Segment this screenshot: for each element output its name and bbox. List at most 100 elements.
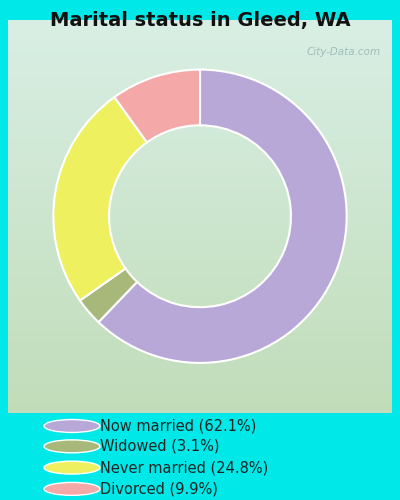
Bar	[8, 386, 392, 390]
Bar	[8, 223, 392, 226]
Bar	[8, 373, 392, 376]
Bar	[8, 216, 392, 220]
Bar	[8, 190, 392, 194]
Circle shape	[44, 440, 100, 453]
Bar	[8, 344, 392, 347]
Wedge shape	[53, 97, 147, 300]
Bar	[8, 88, 392, 92]
Bar	[8, 79, 392, 82]
Bar	[8, 194, 392, 196]
Bar	[8, 285, 392, 288]
Wedge shape	[98, 70, 347, 363]
Bar	[8, 118, 392, 122]
Bar	[8, 236, 392, 239]
Bar	[8, 370, 392, 373]
Bar	[8, 95, 392, 98]
Bar	[8, 400, 392, 402]
Bar	[8, 242, 392, 246]
Bar	[8, 184, 392, 187]
Bar	[8, 98, 392, 102]
Bar	[8, 128, 392, 131]
Bar	[8, 347, 392, 350]
Bar	[8, 256, 392, 259]
Bar	[8, 52, 392, 56]
Bar	[8, 151, 392, 154]
Bar	[8, 69, 392, 72]
Bar	[8, 203, 392, 206]
Bar	[8, 167, 392, 170]
Bar	[8, 232, 392, 236]
Bar	[8, 262, 392, 266]
Bar	[8, 396, 392, 400]
Bar	[8, 230, 392, 232]
Bar	[8, 158, 392, 160]
Bar	[8, 56, 392, 59]
Text: Widowed (3.1%): Widowed (3.1%)	[100, 439, 220, 454]
Circle shape	[44, 482, 100, 496]
Bar	[8, 30, 392, 33]
Bar	[8, 324, 392, 328]
Bar	[8, 187, 392, 190]
Text: Marital status in Gleed, WA: Marital status in Gleed, WA	[50, 11, 350, 30]
Bar	[8, 144, 392, 148]
Bar	[8, 36, 392, 40]
Bar	[8, 92, 392, 95]
Bar	[8, 82, 392, 86]
Bar	[8, 393, 392, 396]
Bar	[8, 210, 392, 213]
Text: Divorced (9.9%): Divorced (9.9%)	[100, 482, 218, 496]
Bar	[8, 105, 392, 108]
Bar	[8, 141, 392, 144]
Bar	[8, 26, 392, 30]
Bar	[8, 200, 392, 203]
Bar	[8, 308, 392, 311]
Bar	[8, 302, 392, 304]
Bar	[8, 112, 392, 115]
Bar	[8, 338, 392, 340]
Bar	[8, 314, 392, 318]
Bar	[8, 108, 392, 112]
Bar	[8, 43, 392, 46]
Bar	[8, 50, 392, 52]
Bar	[8, 60, 392, 62]
Bar	[8, 311, 392, 314]
Bar	[8, 115, 392, 118]
Bar	[8, 390, 392, 393]
Bar	[8, 409, 392, 412]
Bar	[8, 102, 392, 105]
Text: Now married (62.1%): Now married (62.1%)	[100, 418, 256, 434]
Bar	[8, 282, 392, 285]
Bar	[8, 259, 392, 262]
Bar	[8, 86, 392, 88]
Text: City-Data.com: City-Data.com	[306, 48, 380, 58]
Bar	[8, 33, 392, 36]
Bar	[8, 340, 392, 344]
Bar	[8, 177, 392, 180]
Bar	[8, 318, 392, 321]
Bar	[8, 131, 392, 134]
Bar	[8, 206, 392, 210]
Bar	[8, 134, 392, 138]
Bar	[8, 220, 392, 223]
Text: Never married (24.8%): Never married (24.8%)	[100, 460, 268, 475]
Bar	[8, 406, 392, 409]
Bar	[8, 304, 392, 308]
Bar	[8, 124, 392, 128]
Wedge shape	[80, 268, 137, 322]
Bar	[8, 239, 392, 242]
Bar	[8, 298, 392, 302]
Bar	[8, 380, 392, 383]
Bar	[8, 213, 392, 216]
Bar	[8, 72, 392, 76]
Bar	[8, 278, 392, 281]
Bar	[8, 226, 392, 230]
Bar	[8, 160, 392, 164]
Bar	[8, 268, 392, 272]
Bar	[8, 174, 392, 177]
Bar	[8, 360, 392, 364]
Bar	[8, 46, 392, 50]
Bar	[8, 366, 392, 370]
Bar	[8, 376, 392, 380]
Bar	[8, 40, 392, 43]
Circle shape	[44, 420, 100, 432]
